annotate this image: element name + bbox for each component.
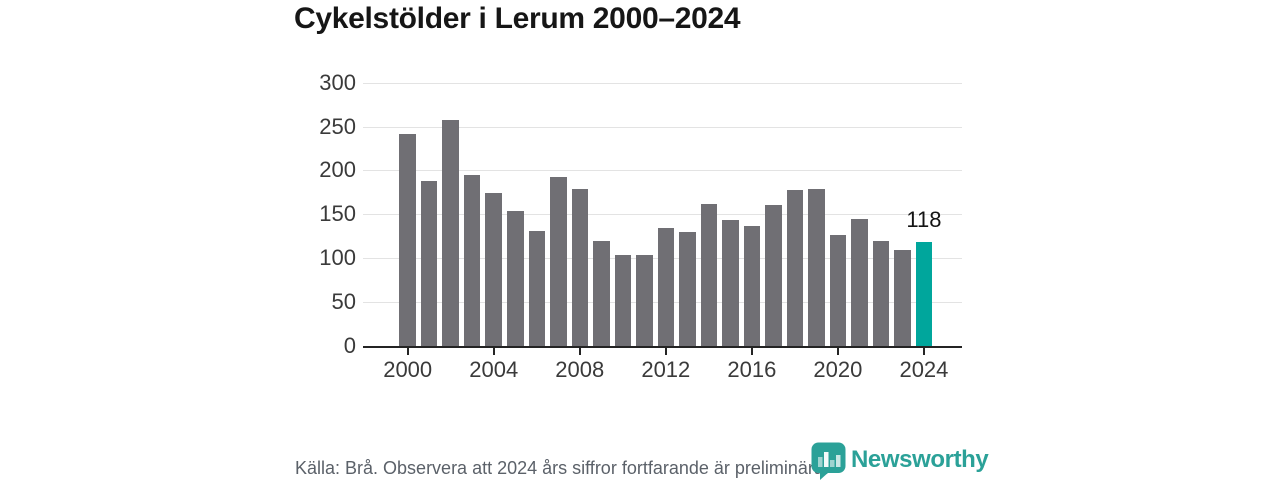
bar-2022 (872, 240, 890, 346)
bar-2011 (636, 254, 653, 346)
x-tick-2024 (922, 347, 925, 355)
x-axis-label-2008: 2008 (555, 357, 605, 382)
x-axis-label-2020: 2020 (813, 357, 863, 382)
newsworthy-logo-text: Newsworthy (851, 446, 989, 473)
highlight-value-label: 118 (906, 207, 942, 233)
bar-2007 (550, 177, 567, 346)
y-axis-label-250: 250 (319, 113, 356, 139)
newsworthy-logo: Newsworthy (811, 442, 989, 480)
bar-2001 (420, 180, 438, 346)
bar-2006 (528, 231, 545, 346)
x-axis-line (363, 345, 962, 348)
y-axis-label-200: 200 (319, 157, 356, 183)
x-axis-label-2004: 2004 (469, 357, 519, 382)
bar-2000 (399, 133, 416, 346)
gridline-y-250 (363, 126, 962, 128)
x-tick-2008 (578, 347, 581, 355)
bar-2020 (829, 234, 847, 346)
newsworthy-logo-icon (811, 442, 846, 480)
bar-2019 (808, 188, 825, 346)
bar-2017 (765, 204, 782, 346)
chart-title: Cykelstölder i Lerum 2000–2024 (294, 2, 741, 35)
bar-2013 (679, 231, 696, 346)
x-tick-2020 (836, 347, 839, 355)
bar-2018 (786, 189, 804, 346)
bar-2021 (851, 218, 868, 346)
gridline-y-300 (363, 82, 962, 84)
x-axis-label-2024: 2024 (899, 357, 949, 382)
bar-2015 (722, 219, 739, 346)
y-axis-label-300: 300 (319, 69, 356, 95)
x-axis-label-2000: 2000 (383, 357, 433, 382)
bar-2009 (593, 240, 610, 346)
x-tick-2004 (492, 347, 495, 355)
y-axis-label-50: 50 (331, 289, 356, 315)
bar-2003 (463, 174, 481, 346)
y-axis-label-150: 150 (319, 201, 356, 227)
bar-2010 (614, 254, 632, 346)
bar-2008 (571, 188, 589, 346)
bar-2002 (442, 120, 459, 346)
bar-2024 (915, 242, 933, 346)
bar-2012 (657, 228, 675, 346)
x-tick-2016 (750, 347, 753, 355)
bar-2014 (700, 203, 718, 346)
x-axis-label-2016: 2016 (727, 357, 777, 382)
source-note: Källa: Brå. Observera att 2024 års siffr… (295, 458, 829, 478)
y-axis-label-0: 0 (343, 333, 356, 358)
bar-2023 (894, 250, 911, 346)
gridline-y-200 (363, 170, 962, 172)
bar-2016 (743, 225, 761, 346)
x-tick-2000 (406, 347, 409, 355)
y-axis-label-100: 100 (319, 245, 356, 271)
x-axis-label-2012: 2012 (641, 357, 691, 382)
bar-2005 (507, 210, 524, 346)
x-tick-2012 (664, 347, 667, 355)
bar-2004 (485, 193, 502, 346)
gridline-y-150 (363, 214, 962, 216)
